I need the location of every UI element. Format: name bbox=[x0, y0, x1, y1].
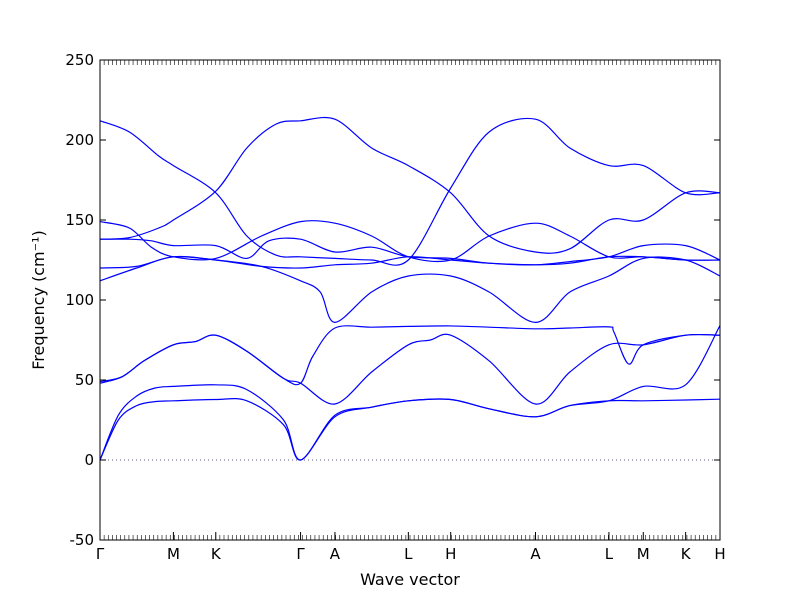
band-line-2 bbox=[99, 325, 721, 461]
band-line-8 bbox=[99, 219, 721, 263]
x-tick-label: A bbox=[330, 545, 341, 563]
x-tick-label: K bbox=[681, 545, 692, 563]
x-tick-label: M bbox=[167, 545, 180, 563]
x-tick-label: H bbox=[445, 545, 456, 563]
y-tick-label: 0 bbox=[84, 451, 94, 469]
series-layer bbox=[99, 116, 721, 461]
x-tick-label: L bbox=[404, 545, 413, 563]
y-tick-label: 50 bbox=[75, 371, 94, 389]
band-line-10 bbox=[99, 116, 721, 254]
x-tick-label: A bbox=[530, 545, 541, 563]
ticks-layer: -50 0 50 100 150 200 250 Γ M K Γ A L H A L M K H bbox=[65, 51, 725, 563]
band-line-9 bbox=[99, 117, 721, 266]
x-tick-label: H bbox=[714, 545, 725, 563]
y-tick-label: 250 bbox=[65, 51, 94, 69]
x-tick-label: Γ bbox=[296, 545, 305, 563]
y-axis-label: Frequency (cm⁻¹) bbox=[29, 230, 48, 369]
band-line-3 bbox=[99, 333, 721, 405]
x-tick-label: K bbox=[211, 545, 222, 563]
y-tick-label: 150 bbox=[65, 211, 94, 229]
x-tick-label: L bbox=[605, 545, 614, 563]
x-tick-label: Γ bbox=[96, 545, 105, 563]
plot-frame bbox=[99, 59, 721, 541]
band-line-1 bbox=[99, 398, 721, 461]
y-tick-label: 200 bbox=[65, 131, 94, 149]
y-tick-label: -50 bbox=[70, 531, 95, 549]
band-line-5 bbox=[99, 255, 721, 324]
x-tick-label: M bbox=[637, 545, 650, 563]
x-axis-label: Wave vector bbox=[360, 570, 460, 589]
band-line-4 bbox=[99, 325, 721, 386]
y-tick-label: 100 bbox=[65, 291, 94, 309]
band-line-7 bbox=[99, 237, 721, 266]
